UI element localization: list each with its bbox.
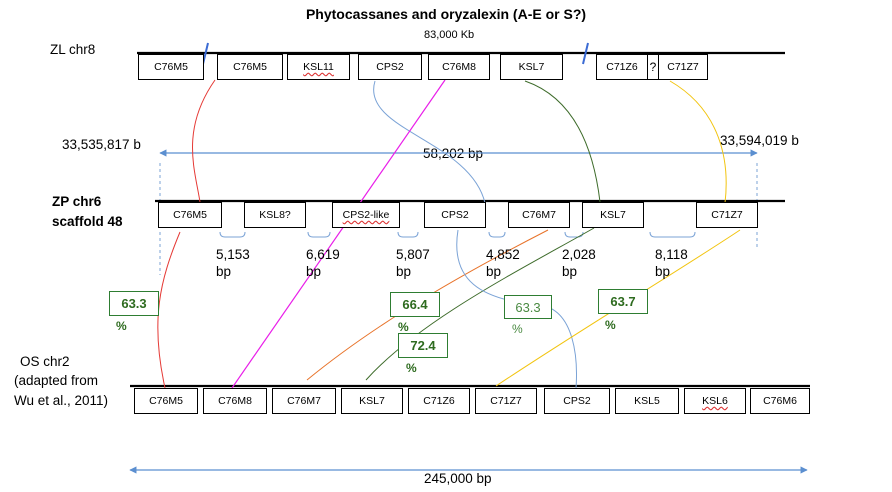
os-gene-c76m6: C76M6 [750,388,810,414]
connector-zl-zp-ksl7 [524,80,601,203]
os-gene-ksl6: KSL6 [684,388,746,414]
zl-gene-c76m5-a: C76M5 [138,54,204,80]
zl-gene-ksl11: KSL11 [287,54,350,80]
os-citation-label: Wu et al., 2011) [14,393,109,408]
os-gene-c76m7: C76M7 [272,388,336,414]
zl-gene-c71z6: C71Z6 [596,54,648,80]
zl-gene-c71z7: C71Z7 [658,54,708,80]
zp-scaffold-label: scaffold 48 [52,214,123,229]
zp-gene-cps2-like: CPS2-like [332,202,400,228]
zp-chromosome-label: ZP chr6 [52,194,102,209]
gap-distance-3: 5,807 bp [396,247,430,279]
connector-zl-zp-c76m5 [192,79,216,203]
os-adapted-label: (adapted from [14,373,99,388]
identity-unit-c71z7: % [605,318,616,332]
zp-gene-c71z7: C71Z7 [696,202,758,228]
zl-gene-c76m5-b: C76M5 [217,54,283,80]
os-length-label: 245,000 bp [424,471,492,486]
zl-break-mark-right [582,42,589,65]
identity-unit-ksl7: % [406,361,417,375]
gap-distance-6: 8,118 bp [655,247,688,279]
connector-zl-zp-cps2 [373,80,486,204]
identity-unit-c76m5: % [116,319,127,333]
zl-size-label: 83,000 Kb [424,29,475,41]
gap-bracket-6 [649,231,696,238]
identity-box-c76m7: 66.4 [390,292,440,317]
zp-gene-ksl7: KSL7 [582,202,644,228]
zp-gene-c76m7: C76M7 [508,202,570,228]
span-right-coordinate: 33,594,019 b [720,133,799,148]
os-gene-ksl5: KSL5 [615,388,679,414]
connector-zl-os-c76m8 [231,79,446,389]
gap-distance-2: 6,619 bp [306,247,340,279]
os-gene-ksl7: KSL7 [341,388,403,414]
gap-bracket-4 [488,231,506,238]
os-chromosome-label: OS chr2 [20,354,70,369]
gap-distance-5: 2,028 bp [562,247,596,279]
identity-unit-c76m7: % [398,320,409,334]
os-gene-c76m8: C76M8 [203,388,267,414]
connector-zp-os-c76m5 [157,231,181,389]
zl-gene-c76m8: C76M8 [428,54,490,80]
identity-box-c76m5: 63.3 [109,291,159,316]
os-gene-c71z7: C71Z7 [475,388,537,414]
zl-gene-ksl7: KSL7 [500,54,563,80]
os-gene-cps2: CPS2 [544,388,610,414]
gap-distance-1: 5,153 bp [216,247,250,279]
gap-bracket-2 [307,231,331,238]
connector-zl-zp-c71z7 [669,80,727,204]
zp-gene-ksl8: KSL8? [244,202,306,228]
connector-zp-os-ksl7 [365,227,595,381]
identity-box-cps2: 63.3 [504,295,552,319]
identity-box-c71z7: 63.7 [598,289,648,314]
gap-bracket-1 [219,231,246,238]
zl-chromosome-label: ZL chr8 [50,42,96,57]
span-left-coordinate: 33,535,817 b [62,137,141,152]
zp-gene-c76m5: C76M5 [158,202,222,228]
gap-distance-4: 4,852 bp [486,247,520,279]
identity-box-ksl7: 72.4 [398,333,448,358]
zl-gene-cps2: CPS2 [358,54,422,80]
zp-gene-cps2: CPS2 [424,202,486,228]
identity-unit-cps2: % [512,322,523,336]
os-gene-c76m5: C76M5 [134,388,198,414]
os-gene-c71z6: C71Z6 [408,388,470,414]
page-title: Phytocassanes and oryzalexin (A-E or S?) [305,6,587,22]
gap-bracket-3 [397,231,419,238]
